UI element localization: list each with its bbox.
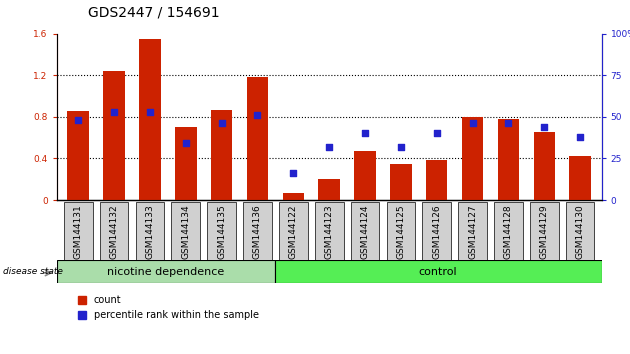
Text: GSM144123: GSM144123 xyxy=(324,205,334,259)
Point xyxy=(432,131,442,136)
Point xyxy=(467,121,478,126)
Text: GDS2447 / 154691: GDS2447 / 154691 xyxy=(88,5,220,19)
FancyBboxPatch shape xyxy=(100,202,129,260)
Point xyxy=(253,112,263,118)
Text: GSM144128: GSM144128 xyxy=(504,205,513,259)
Text: GSM144133: GSM144133 xyxy=(146,205,154,259)
Point xyxy=(539,124,549,130)
Bar xyxy=(354,151,375,200)
FancyBboxPatch shape xyxy=(135,202,164,260)
Legend: count, percentile rank within the sample: count, percentile rank within the sample xyxy=(74,292,263,324)
FancyBboxPatch shape xyxy=(279,202,307,260)
Bar xyxy=(67,110,89,200)
Text: GSM144136: GSM144136 xyxy=(253,205,262,259)
Point xyxy=(360,131,370,136)
Point xyxy=(324,144,334,150)
Point xyxy=(145,109,155,115)
Text: GSM144129: GSM144129 xyxy=(540,205,549,259)
Bar xyxy=(318,179,340,200)
FancyBboxPatch shape xyxy=(351,202,379,260)
FancyBboxPatch shape xyxy=(275,260,602,283)
FancyBboxPatch shape xyxy=(207,202,236,260)
Point xyxy=(73,117,83,123)
Text: GSM144134: GSM144134 xyxy=(181,205,190,259)
Bar xyxy=(390,164,411,200)
Text: GSM144127: GSM144127 xyxy=(468,205,477,259)
Point xyxy=(217,121,227,126)
Bar xyxy=(462,117,483,200)
Text: GSM144126: GSM144126 xyxy=(432,205,441,259)
Text: GSM144132: GSM144132 xyxy=(110,205,118,259)
Text: GSM144131: GSM144131 xyxy=(74,205,83,259)
Bar xyxy=(103,71,125,200)
FancyBboxPatch shape xyxy=(57,260,275,283)
FancyBboxPatch shape xyxy=(387,202,415,260)
Text: disease state: disease state xyxy=(3,267,63,276)
Bar xyxy=(426,160,447,200)
Text: GSM144130: GSM144130 xyxy=(576,205,585,259)
Point xyxy=(396,144,406,150)
Point xyxy=(503,121,513,126)
Bar xyxy=(211,109,232,200)
Text: GSM144135: GSM144135 xyxy=(217,205,226,259)
Bar xyxy=(247,77,268,200)
Text: control: control xyxy=(419,267,457,277)
Text: GSM144122: GSM144122 xyxy=(289,205,298,259)
FancyBboxPatch shape xyxy=(64,202,93,260)
Bar xyxy=(139,39,161,200)
FancyBboxPatch shape xyxy=(315,202,343,260)
Bar xyxy=(570,156,591,200)
Bar xyxy=(498,119,519,200)
Text: GSM144125: GSM144125 xyxy=(396,205,405,259)
Bar xyxy=(534,132,555,200)
Bar xyxy=(175,127,197,200)
Point xyxy=(575,134,585,139)
Point xyxy=(181,141,191,146)
Bar xyxy=(283,193,304,200)
FancyBboxPatch shape xyxy=(566,202,595,260)
Text: nicotine dependence: nicotine dependence xyxy=(107,267,224,277)
FancyBboxPatch shape xyxy=(494,202,523,260)
FancyBboxPatch shape xyxy=(243,202,272,260)
FancyBboxPatch shape xyxy=(530,202,559,260)
FancyBboxPatch shape xyxy=(422,202,451,260)
FancyBboxPatch shape xyxy=(171,202,200,260)
Point xyxy=(109,109,119,115)
Point xyxy=(289,171,299,176)
FancyBboxPatch shape xyxy=(458,202,487,260)
Text: GSM144124: GSM144124 xyxy=(360,205,370,259)
